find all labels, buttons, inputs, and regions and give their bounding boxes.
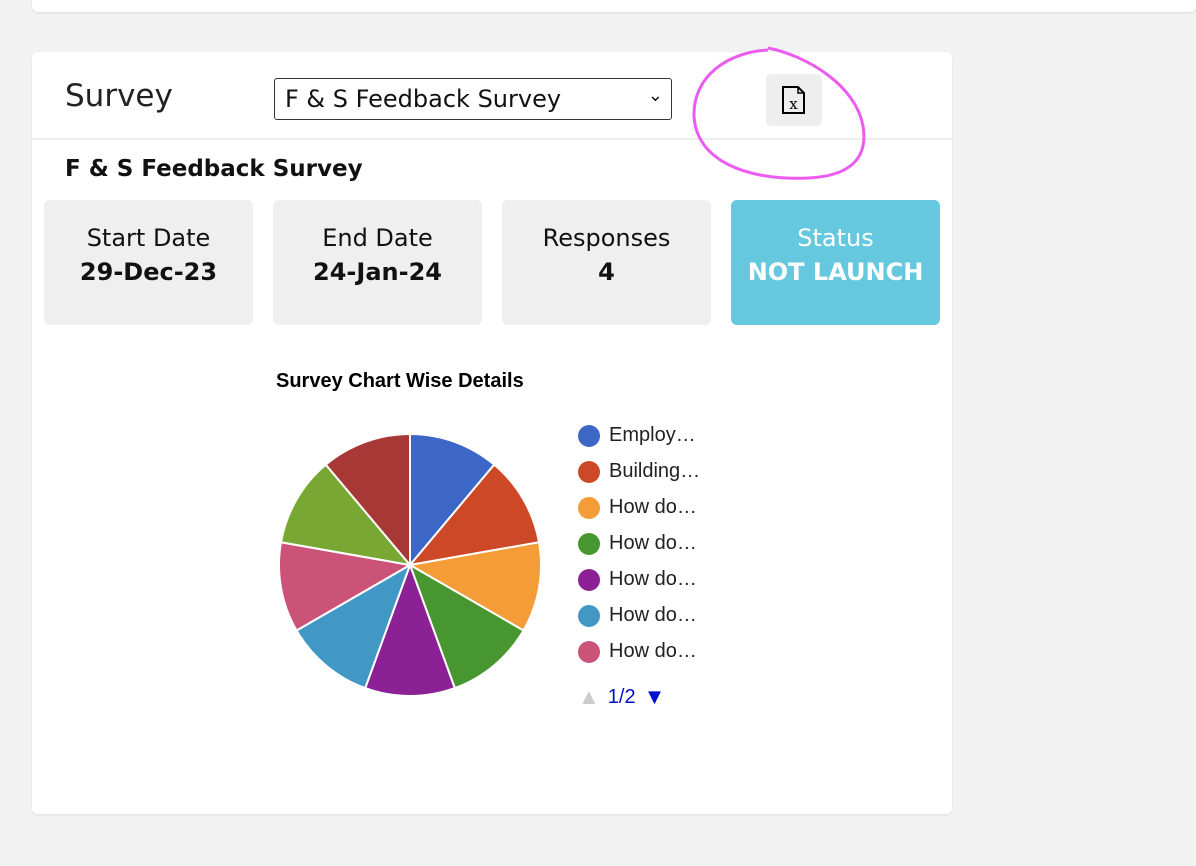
chart-title: Survey Chart Wise Details (276, 370, 524, 392)
annotation-circle (692, 46, 866, 180)
legend-item[interactable]: How do… (578, 532, 697, 555)
responses-value: 4 (598, 258, 615, 286)
legend-swatch (578, 496, 600, 519)
legend-item[interactable]: How do… (578, 604, 697, 627)
legend-item[interactable]: Employ… (578, 424, 696, 447)
legend-page: 1/2 (607, 685, 636, 708)
pie-slice[interactable] (407, 541, 542, 632)
legend-swatch (578, 604, 600, 627)
survey-title: F & S Feedback Survey (65, 156, 363, 182)
legend-next-icon[interactable]: ▼ (643, 684, 666, 709)
pie-slice[interactable] (407, 463, 541, 567)
card-header: Survey F & S Feedback Survey ⌄ x (32, 52, 952, 140)
start-date-label: Start Date (86, 224, 211, 252)
start-date-box: Start Date 29-Dec-23 (44, 200, 253, 325)
end-date-box: End Date 24-Jan-24 (273, 200, 482, 325)
pie-slice[interactable] (363, 562, 457, 697)
status-value: NOT LAUNCH (747, 258, 924, 286)
legend-swatch (578, 460, 600, 483)
legend-item[interactable]: How do… (578, 496, 697, 519)
pie-chart (278, 432, 542, 697)
survey-select-value: F & S Feedback Survey (285, 85, 562, 113)
survey-label: Survey (65, 78, 173, 114)
legend-swatch (578, 640, 600, 663)
pie-slice[interactable] (408, 562, 525, 690)
legend-swatch (578, 568, 600, 591)
chevron-down-icon: ⌄ (647, 85, 663, 106)
legend-item[interactable]: How do… (578, 568, 697, 591)
status-box: Status NOT LAUNCH (731, 200, 940, 325)
legend-label: How do… (609, 604, 697, 626)
start-date-value: 29-Dec-23 (79, 258, 218, 286)
legend-swatch (578, 424, 600, 447)
responses-label: Responses (542, 224, 671, 252)
pie-slice[interactable] (409, 432, 496, 568)
export-excel-button[interactable]: x (766, 74, 822, 126)
pie-slice[interactable] (324, 432, 411, 568)
legend-label: How do… (609, 568, 697, 590)
legend-prev-icon[interactable]: ▲ (578, 684, 600, 709)
legend-item[interactable]: How do… (578, 640, 697, 663)
end-date-value: 24-Jan-24 (313, 258, 442, 286)
pie-slice[interactable] (295, 562, 412, 690)
legend-pager: ▲ 1/2 ▼ (578, 684, 665, 710)
pie-slice[interactable] (279, 463, 413, 567)
status-label: Status (797, 224, 874, 252)
legend-label: Employ… (609, 424, 696, 446)
responses-box: Responses 4 (502, 200, 711, 325)
end-date-label: End Date (322, 224, 433, 252)
top-card (32, 0, 1196, 12)
legend-label: How do… (609, 532, 697, 554)
legend-swatch (578, 532, 600, 555)
excel-file-icon: x (782, 86, 805, 114)
legend-label: How do… (609, 640, 697, 662)
survey-select[interactable]: F & S Feedback Survey ⌄ (274, 78, 672, 120)
svg-text:x: x (789, 95, 798, 113)
legend-label: Building… (609, 460, 701, 482)
legend-label: How do… (609, 496, 697, 518)
pie-slice[interactable] (278, 541, 413, 632)
legend-item[interactable]: Building… (578, 460, 700, 483)
